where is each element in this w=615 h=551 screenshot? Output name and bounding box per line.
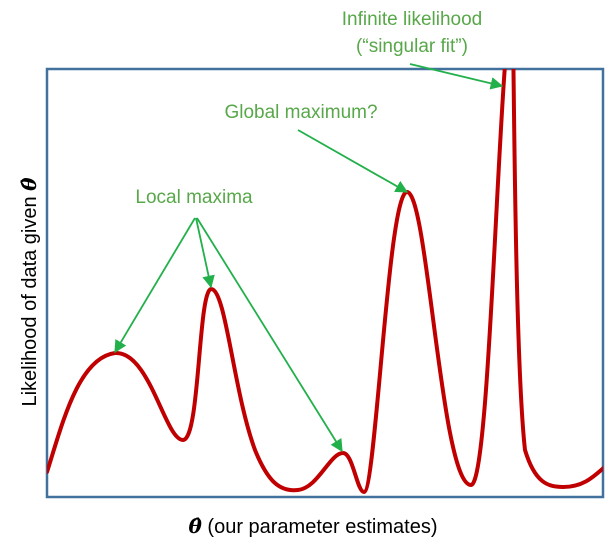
infinite-likelihood-label: Infinite likelihood — [342, 9, 482, 30]
x-axis-label: θ̂ (our parameter estimates) — [189, 514, 438, 538]
singular-fit-label: (“singular fit”) — [356, 36, 468, 57]
x-axis-theta-hat: θ̂ — [189, 514, 203, 538]
arrow-local-maximum-3 — [196, 217, 343, 453]
local-maxima-label: Local maxima — [135, 187, 253, 208]
global-maximum-label: Global maximum? — [224, 102, 377, 123]
arrow-global-maximum — [297, 129, 409, 193]
y-axis-theta-hat: θ̂ — [17, 177, 41, 191]
arrow-local-maximum-1 — [114, 217, 196, 354]
x-axis-label-text: (our parameter estimates) — [207, 516, 437, 538]
y-axis-label-text: Likelihood of data given — [19, 196, 41, 406]
arrow-local-maximum-2 — [195, 217, 215, 289]
plot-frame — [45, 67, 605, 499]
arrow-infinite-likelihood — [409, 63, 504, 90]
likelihood-curve — [47, 69, 603, 494]
y-axis-label: Likelihood of data given θ̂ — [17, 177, 41, 407]
